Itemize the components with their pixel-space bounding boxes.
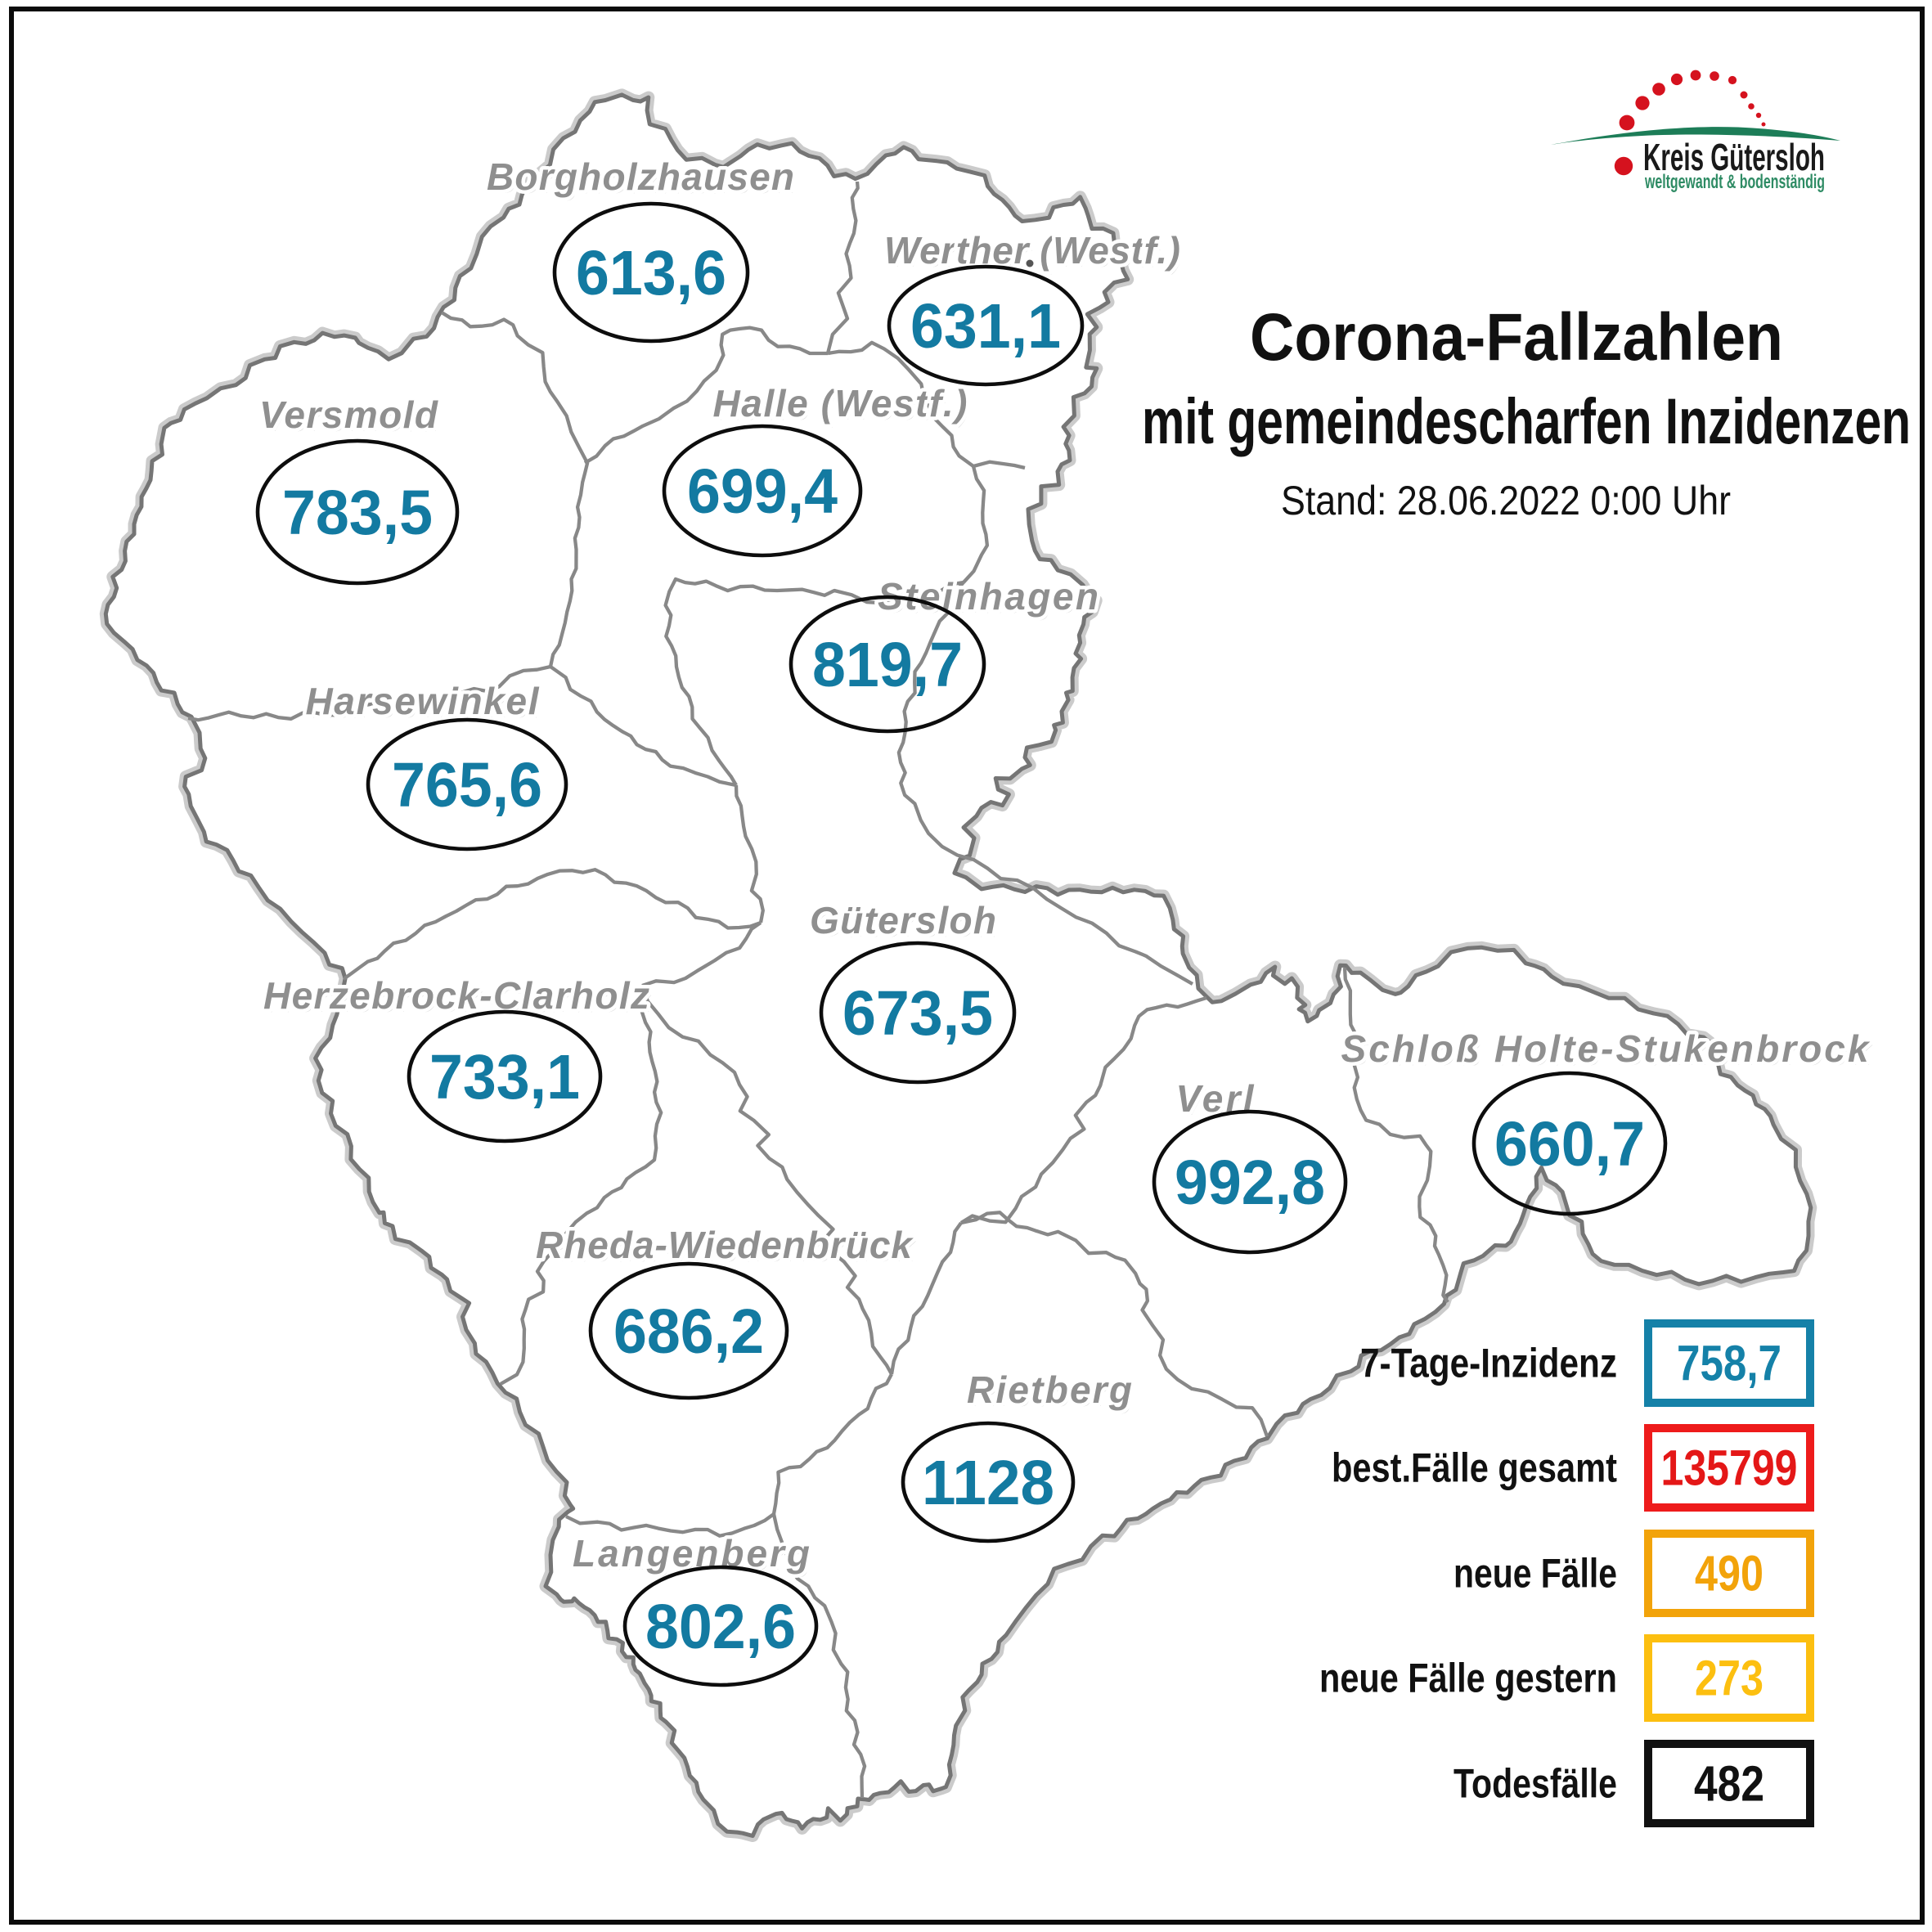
svg-text:Rheda-Wiedenbrück: Rheda-Wiedenbrück xyxy=(538,1227,916,1269)
svg-text:best.Fälle gesamt: best.Fälle gesamt xyxy=(1332,1445,1617,1491)
svg-text:Rheda-Wiedenbrück: Rheda-Wiedenbrück xyxy=(536,1224,914,1266)
svg-text:Versmold: Versmold xyxy=(262,397,441,439)
svg-text:490: 490 xyxy=(1695,1546,1764,1602)
svg-text:699,4: 699,4 xyxy=(687,456,838,527)
svg-text:613,6: 613,6 xyxy=(576,238,726,308)
svg-text:Werther (Westf.): Werther (Westf.) xyxy=(884,229,1180,272)
svg-text:482: 482 xyxy=(1694,1756,1764,1812)
svg-text:783,5: 783,5 xyxy=(282,478,433,548)
svg-text:Stand: 28.06.2022 0:00 Uhr: Stand: 28.06.2022 0:00 Uhr xyxy=(1281,478,1731,523)
svg-text:Gütersloh: Gütersloh xyxy=(810,899,996,941)
svg-text:Versmold: Versmold xyxy=(259,393,438,436)
svg-text:Harsewinkel: Harsewinkel xyxy=(306,680,540,722)
svg-text:802,6: 802,6 xyxy=(645,1592,796,1662)
svg-text:Kreis Gütersloh: Kreis Gütersloh xyxy=(1643,136,1825,178)
svg-text:660,7: 660,7 xyxy=(1494,1109,1645,1179)
svg-text:Halle (Westf.): Halle (Westf.) xyxy=(716,385,970,428)
svg-text:Borgholzhausen: Borgholzhausen xyxy=(487,155,794,198)
svg-text:7-Tage-Inzidenz: 7-Tage-Inzidenz xyxy=(1360,1341,1617,1386)
svg-text:Gütersloh: Gütersloh xyxy=(812,902,999,945)
svg-text:631,1: 631,1 xyxy=(910,291,1061,362)
svg-text:Schloß Holte-Stukenbrock: Schloß Holte-Stukenbrock xyxy=(1341,1027,1871,1070)
svg-text:Harsewinkel: Harsewinkel xyxy=(308,683,542,726)
svg-text:neue Fälle gestern: neue Fälle gestern xyxy=(1319,1656,1617,1701)
svg-text:673,5: 673,5 xyxy=(842,978,993,1049)
svg-text:Steinhagen: Steinhagen xyxy=(878,575,1099,618)
svg-text:Werther (Westf.): Werther (Westf.) xyxy=(887,232,1183,275)
svg-text:Corona-Fallzahlen: Corona-Fallzahlen xyxy=(1250,300,1783,375)
svg-text:273: 273 xyxy=(1695,1651,1764,1706)
svg-text:Rietberg: Rietberg xyxy=(967,1368,1132,1411)
svg-text:weltgewandt & bodenständig: weltgewandt & bodenständig xyxy=(1644,171,1825,193)
svg-text:mit gemeindescharfen Inzidenze: mit gemeindescharfen Inzidenzen xyxy=(1142,384,1911,457)
svg-text:1128: 1128 xyxy=(922,1448,1054,1518)
svg-text:Todesfälle: Todesfälle xyxy=(1453,1761,1617,1807)
svg-text:758,7: 758,7 xyxy=(1677,1336,1781,1391)
svg-text:neue Fälle: neue Fälle xyxy=(1453,1551,1617,1597)
svg-text:Halle (Westf.): Halle (Westf.) xyxy=(713,382,968,425)
svg-text:765,6: 765,6 xyxy=(392,750,542,820)
svg-text:733,1: 733,1 xyxy=(429,1042,580,1112)
svg-text:992,8: 992,8 xyxy=(1175,1148,1325,1218)
svg-text:135799: 135799 xyxy=(1661,1440,1798,1496)
svg-text:819,7: 819,7 xyxy=(812,630,963,700)
svg-text:686,2: 686,2 xyxy=(613,1296,764,1367)
